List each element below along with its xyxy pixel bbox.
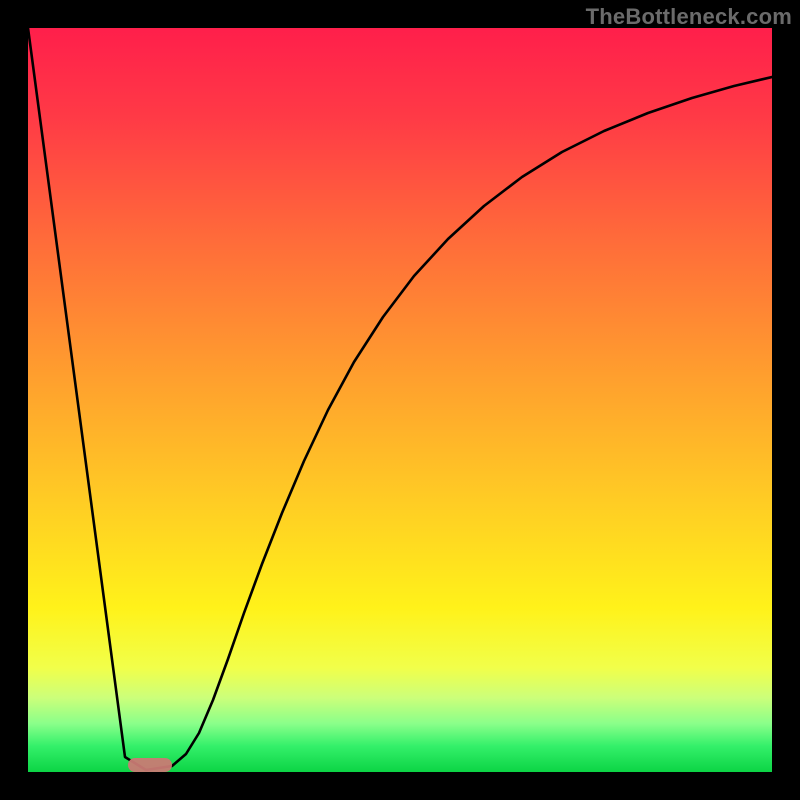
optimal-point-marker bbox=[128, 758, 172, 772]
chart-container: { "watermark": { "text": "TheBottleneck.… bbox=[0, 0, 800, 800]
bottleneck-chart bbox=[0, 0, 800, 800]
watermark-text: TheBottleneck.com bbox=[586, 4, 792, 30]
plot-background bbox=[28, 28, 772, 772]
